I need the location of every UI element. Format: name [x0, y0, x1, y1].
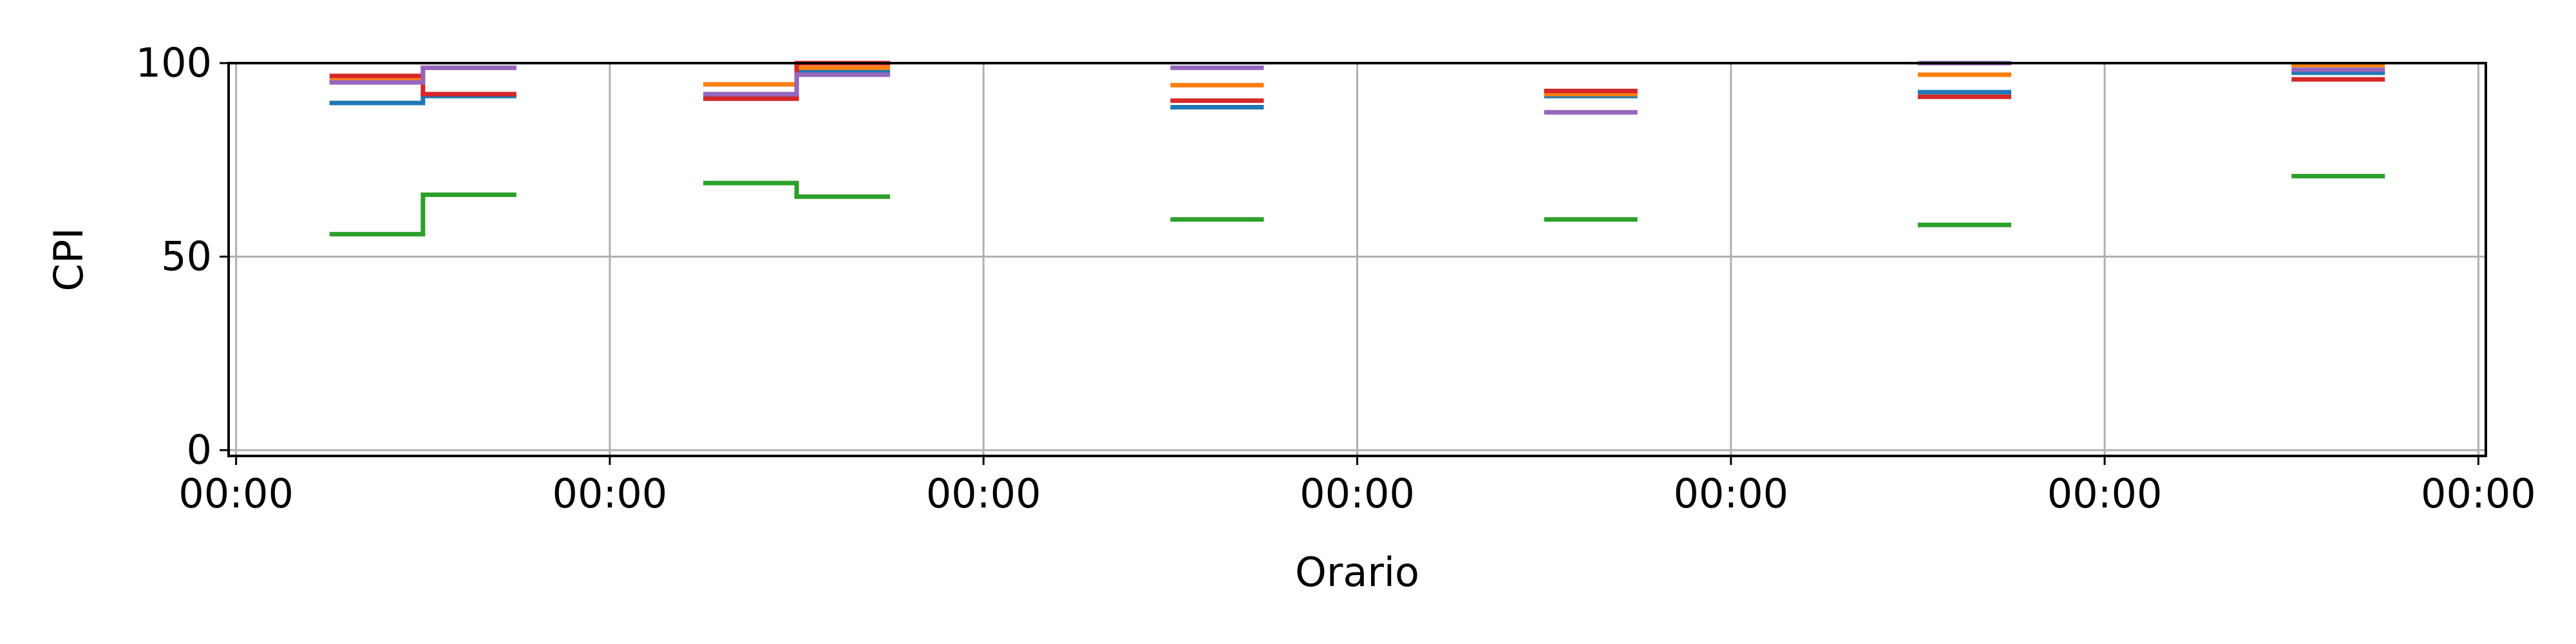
x-tick-label: 00:00	[2421, 470, 2536, 517]
series-5-step-line	[329, 65, 516, 85]
series-4-step-line	[329, 73, 516, 97]
y-axis-label: CPI	[45, 228, 92, 292]
x-tick-label: 00:00	[178, 470, 294, 517]
x-tick-label: 00:00	[553, 470, 668, 517]
x-axis-label: Orario	[1295, 549, 1419, 596]
y-tick-label: 100	[136, 39, 212, 86]
y-tick-label: 0	[187, 426, 212, 473]
x-tick-label: 00:00	[1673, 470, 1788, 517]
y-tick-label: 50	[161, 232, 212, 279]
y-axis-ticks: 0 50 100	[136, 39, 229, 473]
series-5-step-line	[703, 72, 891, 97]
x-tick-label: 00:00	[1300, 470, 1415, 517]
series-3-step-line	[703, 180, 891, 199]
series-3-step-line	[329, 192, 516, 237]
x-tick-label: 00:00	[926, 470, 1041, 517]
x-tick-label: 00:00	[2047, 470, 2163, 517]
x-axis-ticks: 00:00 00:00 00:00 00:00 00:00 00:00 00:00	[178, 456, 2536, 517]
